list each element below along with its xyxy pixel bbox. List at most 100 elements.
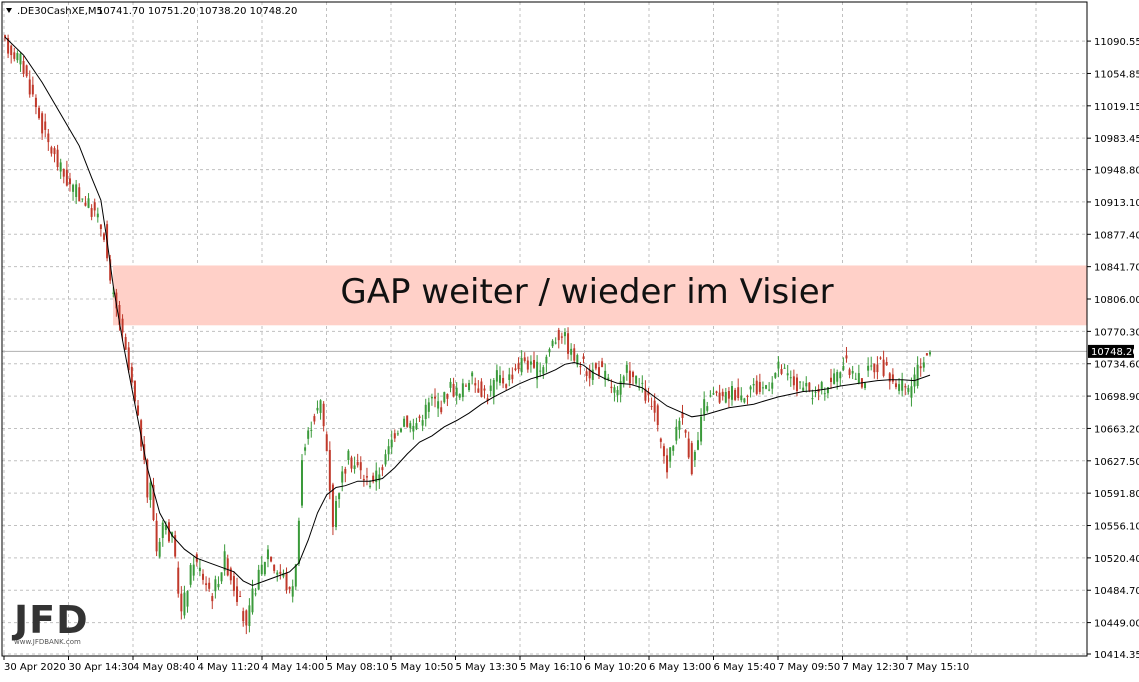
candle-body	[894, 383, 897, 388]
candle	[59, 158, 62, 179]
x-tick-label: 5 May 13:30	[456, 662, 518, 673]
candle-body	[464, 385, 467, 387]
candle	[347, 449, 350, 465]
candle	[245, 609, 248, 635]
candle-body	[347, 450, 350, 461]
candle	[498, 366, 501, 386]
candle	[78, 183, 81, 202]
candle-body	[102, 233, 105, 240]
candle	[236, 577, 239, 606]
candle	[873, 363, 876, 379]
candle	[557, 327, 560, 349]
candle-body	[675, 426, 678, 441]
candle-body	[511, 374, 514, 380]
candle	[449, 378, 452, 393]
candle	[833, 368, 836, 385]
candle-body	[254, 593, 257, 595]
candle	[399, 427, 402, 433]
candle-body	[474, 383, 477, 386]
candle-body	[601, 361, 604, 368]
candle	[263, 561, 266, 577]
candle-body	[610, 386, 613, 389]
candle-body	[192, 564, 195, 576]
candle-body	[365, 476, 368, 478]
candle-body	[285, 572, 288, 591]
candle	[257, 564, 260, 591]
candle-body	[155, 520, 158, 552]
x-axis: 30 Apr 2020 30 Apr 14:30 4 May 08:40 4 May …	[3, 656, 969, 673]
candle	[765, 384, 768, 390]
candle	[681, 404, 684, 425]
price-tag-value: 10748.20	[1091, 347, 1139, 358]
candle-body	[319, 400, 322, 413]
candle	[427, 397, 430, 419]
candle-body	[335, 501, 338, 528]
candle-body	[687, 438, 690, 458]
candle	[248, 598, 251, 633]
candle-body	[653, 400, 656, 413]
candle-body	[378, 474, 381, 481]
candle-body	[399, 428, 402, 432]
candle	[424, 398, 427, 427]
candle	[502, 370, 505, 389]
candle	[706, 401, 709, 413]
candle	[737, 378, 740, 401]
y-tick-label: 10627.50	[1094, 457, 1139, 468]
candle	[350, 455, 353, 473]
candle-body	[471, 372, 474, 377]
candle	[474, 377, 477, 393]
candle-body	[90, 208, 93, 217]
candle	[922, 356, 925, 372]
candle-body	[539, 370, 542, 372]
candle	[372, 472, 375, 484]
candle-body	[300, 460, 303, 506]
y-tick-label: 10591.80	[1094, 489, 1139, 500]
candle-body	[68, 178, 71, 185]
chevron-down-icon[interactable]	[6, 8, 12, 13]
candle-body	[288, 586, 291, 590]
candle	[653, 393, 656, 422]
candle	[777, 356, 780, 378]
candle-body	[78, 187, 81, 202]
candle-body	[907, 388, 910, 392]
candle-body	[149, 482, 152, 500]
candle-body	[446, 394, 449, 399]
y-tick-label: 11054.85	[1094, 69, 1139, 80]
x-tick-label: 7 May 12:30	[843, 662, 905, 673]
candle-body	[38, 107, 41, 119]
candle-body	[455, 387, 458, 396]
candle	[780, 364, 783, 376]
candle	[437, 392, 440, 418]
candle	[548, 347, 551, 357]
candle	[443, 391, 446, 404]
candle-body	[771, 382, 774, 389]
candle-body	[13, 52, 16, 59]
candle-body	[226, 558, 229, 576]
candle-body	[16, 53, 19, 61]
candle-body	[792, 376, 795, 386]
candle	[721, 388, 724, 401]
candle-body	[644, 388, 647, 401]
candle-body	[81, 198, 84, 200]
candle	[177, 561, 180, 598]
candle-body	[239, 595, 242, 597]
candle	[155, 513, 158, 557]
candle	[260, 556, 263, 576]
candle-body	[523, 357, 526, 361]
candle-body	[152, 484, 155, 520]
y-axis: 11090.55 11054.85 11019.15 10983.45 10948.80…	[1087, 37, 1139, 661]
candle-body	[536, 361, 539, 380]
candle-body	[622, 376, 625, 384]
candle	[560, 332, 563, 344]
candle	[393, 429, 396, 442]
candle	[901, 372, 904, 397]
candle-body	[845, 355, 848, 359]
candle-body	[529, 361, 532, 365]
candle	[356, 453, 359, 468]
candle-body	[542, 367, 545, 374]
candle	[718, 384, 721, 404]
candle	[430, 393, 433, 406]
candle	[28, 70, 31, 98]
gap-annotation-text: GAP weiter / wieder im Visier	[340, 272, 833, 312]
